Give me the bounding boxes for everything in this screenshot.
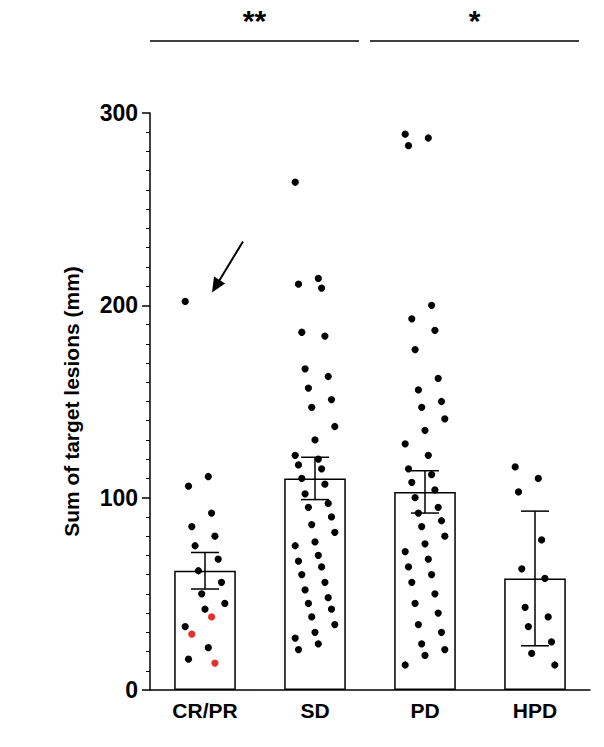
svg-text:CR/PR: CR/PR <box>172 699 237 722</box>
svg-text:Sum of target lesions (mm): Sum of target lesions (mm) <box>60 266 83 537</box>
svg-text:HPD: HPD <box>513 699 557 722</box>
svg-text:200: 200 <box>100 292 138 318</box>
svg-text:*: * <box>469 4 481 37</box>
svg-text:PD: PD <box>410 699 439 722</box>
svg-text:**: ** <box>243 4 267 37</box>
svg-text:0: 0 <box>125 677 138 703</box>
svg-text:100: 100 <box>100 485 138 511</box>
svg-text:300: 300 <box>100 100 138 126</box>
svg-text:SD: SD <box>300 699 329 722</box>
